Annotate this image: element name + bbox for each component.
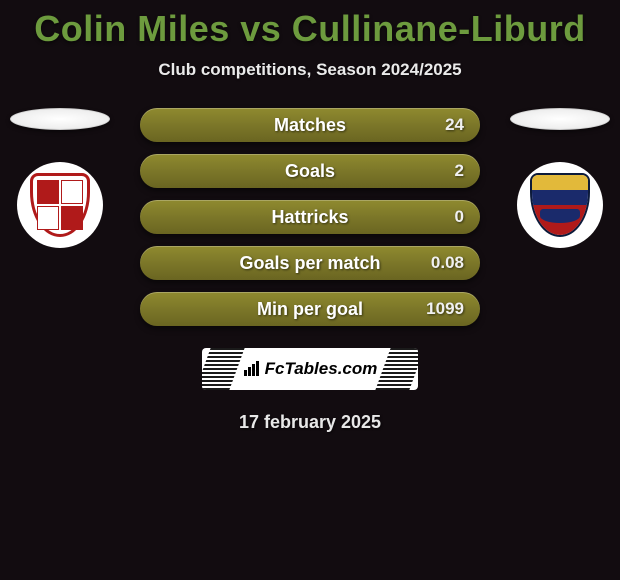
stats-bars: Matches 24 Goals 2 Hattricks 0 Goals per…	[140, 108, 480, 326]
left-player-placeholder	[10, 108, 110, 130]
left-player-column	[10, 108, 110, 248]
stat-label: Goals per match	[140, 253, 480, 274]
stat-value-right: 24	[445, 115, 464, 135]
right-player-placeholder	[510, 108, 610, 130]
stat-row: Goals per match 0.08	[140, 246, 480, 280]
right-club-badge	[517, 162, 603, 248]
stat-label: Matches	[140, 115, 480, 136]
brand-stripes-right	[376, 348, 418, 390]
stat-row: Min per goal 1099	[140, 292, 480, 326]
bars-chart-icon	[243, 361, 261, 377]
woking-crest-icon	[30, 173, 90, 237]
stat-label: Goals	[140, 161, 480, 182]
stat-row: Goals 2	[140, 154, 480, 188]
stat-row: Matches 24	[140, 108, 480, 142]
stat-value-right: 0.08	[431, 253, 464, 273]
stat-row: Hattricks 0	[140, 200, 480, 234]
brand-text: FcTables.com	[265, 359, 378, 379]
comparison-panel: Matches 24 Goals 2 Hattricks 0 Goals per…	[0, 108, 620, 433]
date-label: 17 february 2025	[0, 412, 620, 433]
right-player-column	[510, 108, 610, 248]
stat-value-right: 2	[455, 161, 464, 181]
stat-value-right: 1099	[426, 299, 464, 319]
tamworth-crest-icon	[530, 173, 590, 237]
brand-label: FcTables.com	[243, 359, 378, 379]
stat-label: Hattricks	[140, 207, 480, 228]
brand-stripes-left	[202, 348, 244, 390]
page-subtitle: Club competitions, Season 2024/2025	[0, 60, 620, 80]
stat-value-right: 0	[455, 207, 464, 227]
left-club-badge	[17, 162, 103, 248]
page-title: Colin Miles vs Cullinane-Liburd	[0, 0, 620, 50]
brand-banner: FcTables.com	[202, 348, 418, 390]
